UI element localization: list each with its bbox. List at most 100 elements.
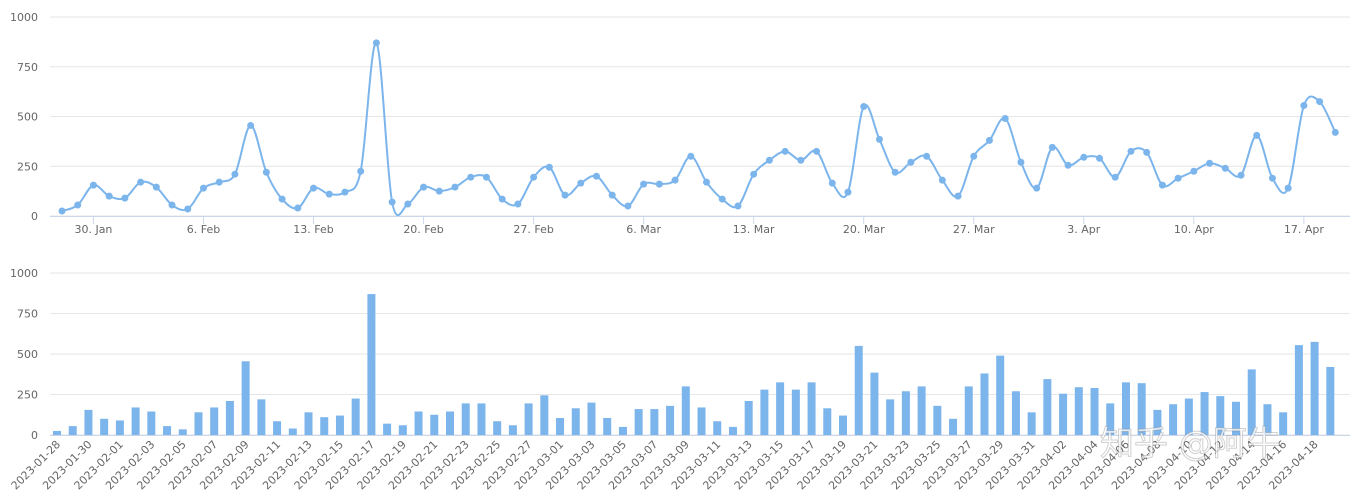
y-tick-label: 750 (17, 308, 38, 321)
bar (163, 426, 172, 435)
point (514, 200, 522, 208)
x-tick-label: 13. Feb (293, 223, 333, 236)
point (231, 170, 239, 178)
bar (1106, 403, 1115, 435)
bar (68, 426, 77, 435)
point (1127, 147, 1135, 155)
point (215, 178, 223, 186)
bar (1263, 404, 1272, 435)
bar (100, 418, 109, 435)
point (1190, 167, 1198, 175)
bar (1153, 409, 1162, 435)
point (137, 178, 145, 186)
bar (241, 361, 250, 435)
bar (508, 425, 517, 435)
point (1096, 154, 1104, 162)
bar (225, 400, 234, 435)
bar (257, 399, 266, 435)
bar (870, 372, 879, 435)
y-tick-label: 1000 (10, 267, 38, 280)
bar (1137, 383, 1146, 435)
point (828, 179, 836, 187)
point (262, 168, 270, 176)
bar (839, 415, 847, 435)
bar (1027, 412, 1036, 435)
bar (1310, 341, 1319, 435)
point (750, 170, 758, 178)
point (199, 184, 207, 192)
bar (1216, 396, 1225, 435)
point (357, 167, 365, 175)
bar (1169, 404, 1178, 435)
bar (1011, 391, 1020, 435)
bar (446, 411, 454, 435)
bar (1326, 366, 1335, 435)
point (1001, 114, 1009, 122)
bar (587, 402, 596, 435)
y-tick-label: 500 (17, 348, 38, 361)
bar (194, 412, 203, 435)
x-tick-label: 27. Mar (953, 223, 995, 236)
bar (1232, 401, 1240, 435)
point (388, 198, 396, 206)
point (467, 173, 475, 181)
y-tick-label: 250 (17, 389, 38, 402)
x-tick-label: 20. Feb (403, 223, 443, 236)
x-tick-label: 30. Jan (74, 223, 112, 236)
bar (147, 411, 156, 435)
bar (131, 407, 140, 435)
bar (634, 409, 643, 435)
bar (917, 386, 926, 435)
bar (304, 412, 313, 435)
point (1331, 128, 1339, 136)
bar (1090, 388, 1099, 435)
bar (335, 415, 344, 435)
point (482, 173, 490, 181)
bar (398, 425, 407, 435)
point (294, 204, 302, 212)
x-tick-label: 27. Feb (513, 223, 553, 236)
y-tick-label: 500 (17, 111, 38, 124)
point (1253, 131, 1261, 139)
point (985, 136, 993, 144)
bar (273, 421, 282, 435)
bar (996, 355, 1005, 435)
x-tick-label: 6. Feb (187, 223, 220, 236)
bar (1043, 379, 1052, 435)
bar (901, 391, 910, 435)
point (435, 187, 443, 195)
point (1017, 158, 1025, 166)
point (765, 156, 773, 164)
point (74, 201, 82, 209)
bar (1279, 412, 1288, 435)
point (372, 39, 380, 47)
point (813, 147, 821, 155)
bar (823, 408, 832, 435)
line (61, 41, 1337, 217)
bar (603, 417, 612, 435)
point (89, 181, 97, 189)
bar (53, 430, 61, 435)
point (655, 180, 663, 188)
bar (949, 418, 958, 435)
point (184, 205, 192, 213)
point (1268, 174, 1276, 182)
y-tick-label: 0 (31, 210, 38, 223)
x-tick-label: 6. Mar (626, 223, 661, 236)
bar (1121, 382, 1130, 435)
bar (540, 395, 549, 435)
point (718, 195, 726, 203)
point (1221, 164, 1229, 172)
x-tick-label: 17. Apr (1284, 223, 1324, 236)
point (498, 195, 506, 203)
bar (776, 382, 785, 435)
point (907, 158, 915, 166)
bar (980, 373, 989, 435)
point (341, 188, 349, 196)
bar (414, 411, 423, 435)
bar (933, 405, 942, 435)
bar (1247, 369, 1256, 435)
bar (854, 345, 863, 435)
bar (618, 426, 627, 435)
